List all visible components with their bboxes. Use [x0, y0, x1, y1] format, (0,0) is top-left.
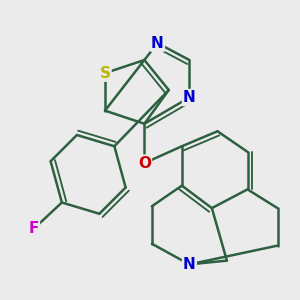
Text: O: O: [138, 156, 151, 171]
Text: N: N: [183, 257, 196, 272]
Text: S: S: [100, 66, 110, 81]
Text: N: N: [151, 36, 164, 51]
Text: F: F: [28, 221, 39, 236]
Text: N: N: [183, 90, 196, 105]
